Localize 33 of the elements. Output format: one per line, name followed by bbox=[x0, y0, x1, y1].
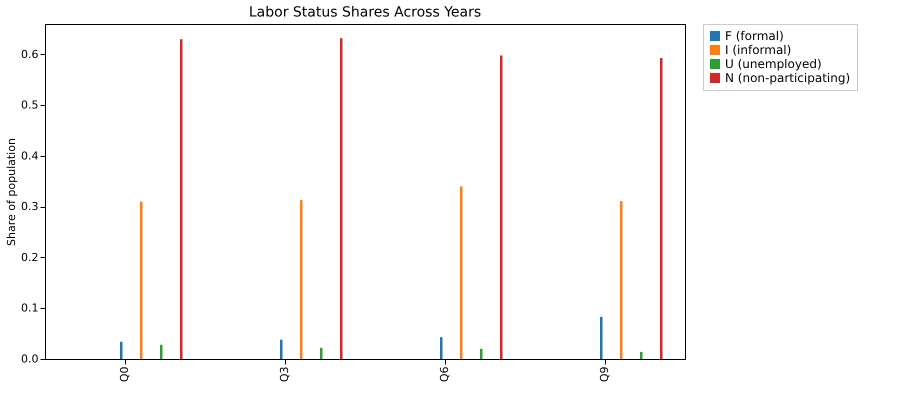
y-tick-label: 0.6 bbox=[21, 48, 38, 61]
bar bbox=[180, 39, 182, 359]
legend-label: I (informal) bbox=[725, 43, 792, 57]
x-tick-label: Q0 bbox=[118, 366, 131, 382]
bar bbox=[660, 58, 662, 359]
y-tick-label: 0.1 bbox=[21, 302, 38, 315]
bar bbox=[340, 38, 342, 359]
y-tick-label: 0.2 bbox=[21, 250, 38, 264]
bar bbox=[140, 202, 142, 359]
bar bbox=[500, 55, 502, 359]
legend-label: U (unemployed) bbox=[725, 57, 822, 71]
bar bbox=[640, 352, 642, 359]
bar bbox=[620, 201, 622, 359]
bar bbox=[280, 340, 282, 359]
bar bbox=[460, 186, 462, 359]
bar bbox=[480, 348, 482, 359]
bar bbox=[160, 344, 162, 359]
bar bbox=[300, 200, 302, 359]
y-tick-label: 0.4 bbox=[21, 149, 38, 162]
x-tick-label: Q6 bbox=[438, 366, 451, 382]
legend-label: N (non-participating) bbox=[725, 71, 850, 85]
y-tick-label: 0.5 bbox=[21, 98, 38, 112]
bar bbox=[600, 316, 602, 359]
bar bbox=[120, 342, 122, 359]
x-tick-label: Q3 bbox=[278, 366, 291, 382]
bar bbox=[320, 348, 322, 359]
y-tick-label: 0.0 bbox=[21, 352, 38, 366]
chart-title: Labor Status Shares Across Years bbox=[248, 4, 482, 20]
y-tick-label: 0.3 bbox=[21, 200, 38, 214]
y-axis-title: Share of population bbox=[5, 138, 18, 246]
bar bbox=[440, 337, 442, 359]
legend-label: F (formal) bbox=[725, 29, 784, 43]
x-tick-label: Q9 bbox=[598, 366, 611, 382]
